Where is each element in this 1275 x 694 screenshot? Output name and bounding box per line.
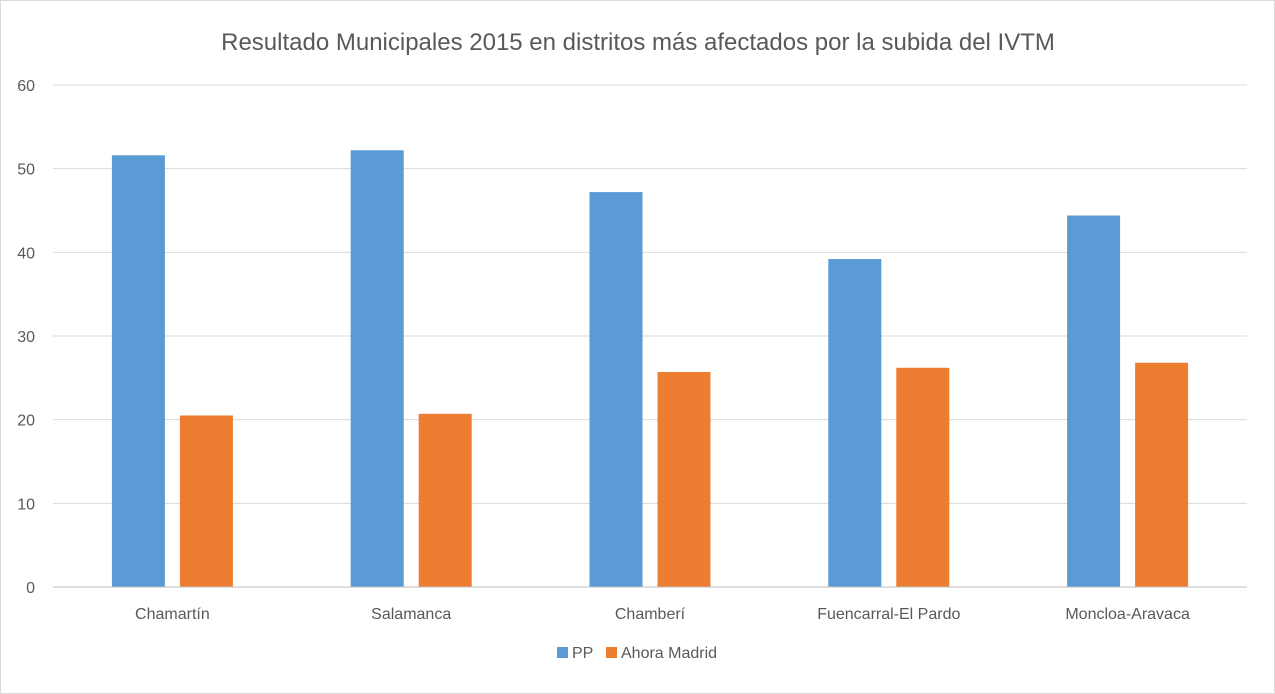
legend: PP Ahora Madrid <box>557 645 717 662</box>
bar-pp <box>589 192 643 588</box>
y-tick-label: 0 <box>26 580 35 597</box>
bar-ahora-madrid <box>1135 362 1189 587</box>
y-tick-label: 60 <box>17 78 35 95</box>
bar-ahora-madrid <box>657 371 711 587</box>
x-tick-label: Moncloa-Aravaca <box>1065 606 1190 623</box>
legend-swatch <box>606 647 617 658</box>
x-tick-label: Chamartín <box>135 606 210 623</box>
chart-title: Resultado Municipales 2015 en distritos … <box>221 29 1055 56</box>
x-tick-label: Salamanca <box>371 606 451 623</box>
bar-pp <box>828 259 882 587</box>
y-axis-tick-labels: 0 10 20 30 40 50 60 <box>17 78 35 597</box>
bars <box>111 150 1189 588</box>
x-tick-label: Chamberí <box>615 606 686 623</box>
bar-ahora-madrid <box>896 367 950 587</box>
bar-ahora-madrid <box>418 413 472 587</box>
y-tick-label: 30 <box>17 329 35 346</box>
y-tick-label: 20 <box>17 413 35 430</box>
bar-pp <box>350 150 404 587</box>
legend-swatch <box>557 647 568 658</box>
gridlines <box>53 84 1247 504</box>
bar-pp <box>1067 215 1121 587</box>
y-tick-label: 10 <box>17 496 35 513</box>
legend-label: Ahora Madrid <box>621 645 717 662</box>
x-axis-tick-labels: Chamartín Salamanca Chamberí Fuencarral-El … <box>135 606 1190 623</box>
bar-pp <box>111 155 165 587</box>
legend-label: PP <box>572 645 593 662</box>
x-tick-label: Fuencarral-El Pardo <box>817 606 960 623</box>
y-tick-label: 40 <box>17 245 35 262</box>
y-tick-label: 50 <box>17 162 35 179</box>
bar-ahora-madrid <box>179 415 233 587</box>
